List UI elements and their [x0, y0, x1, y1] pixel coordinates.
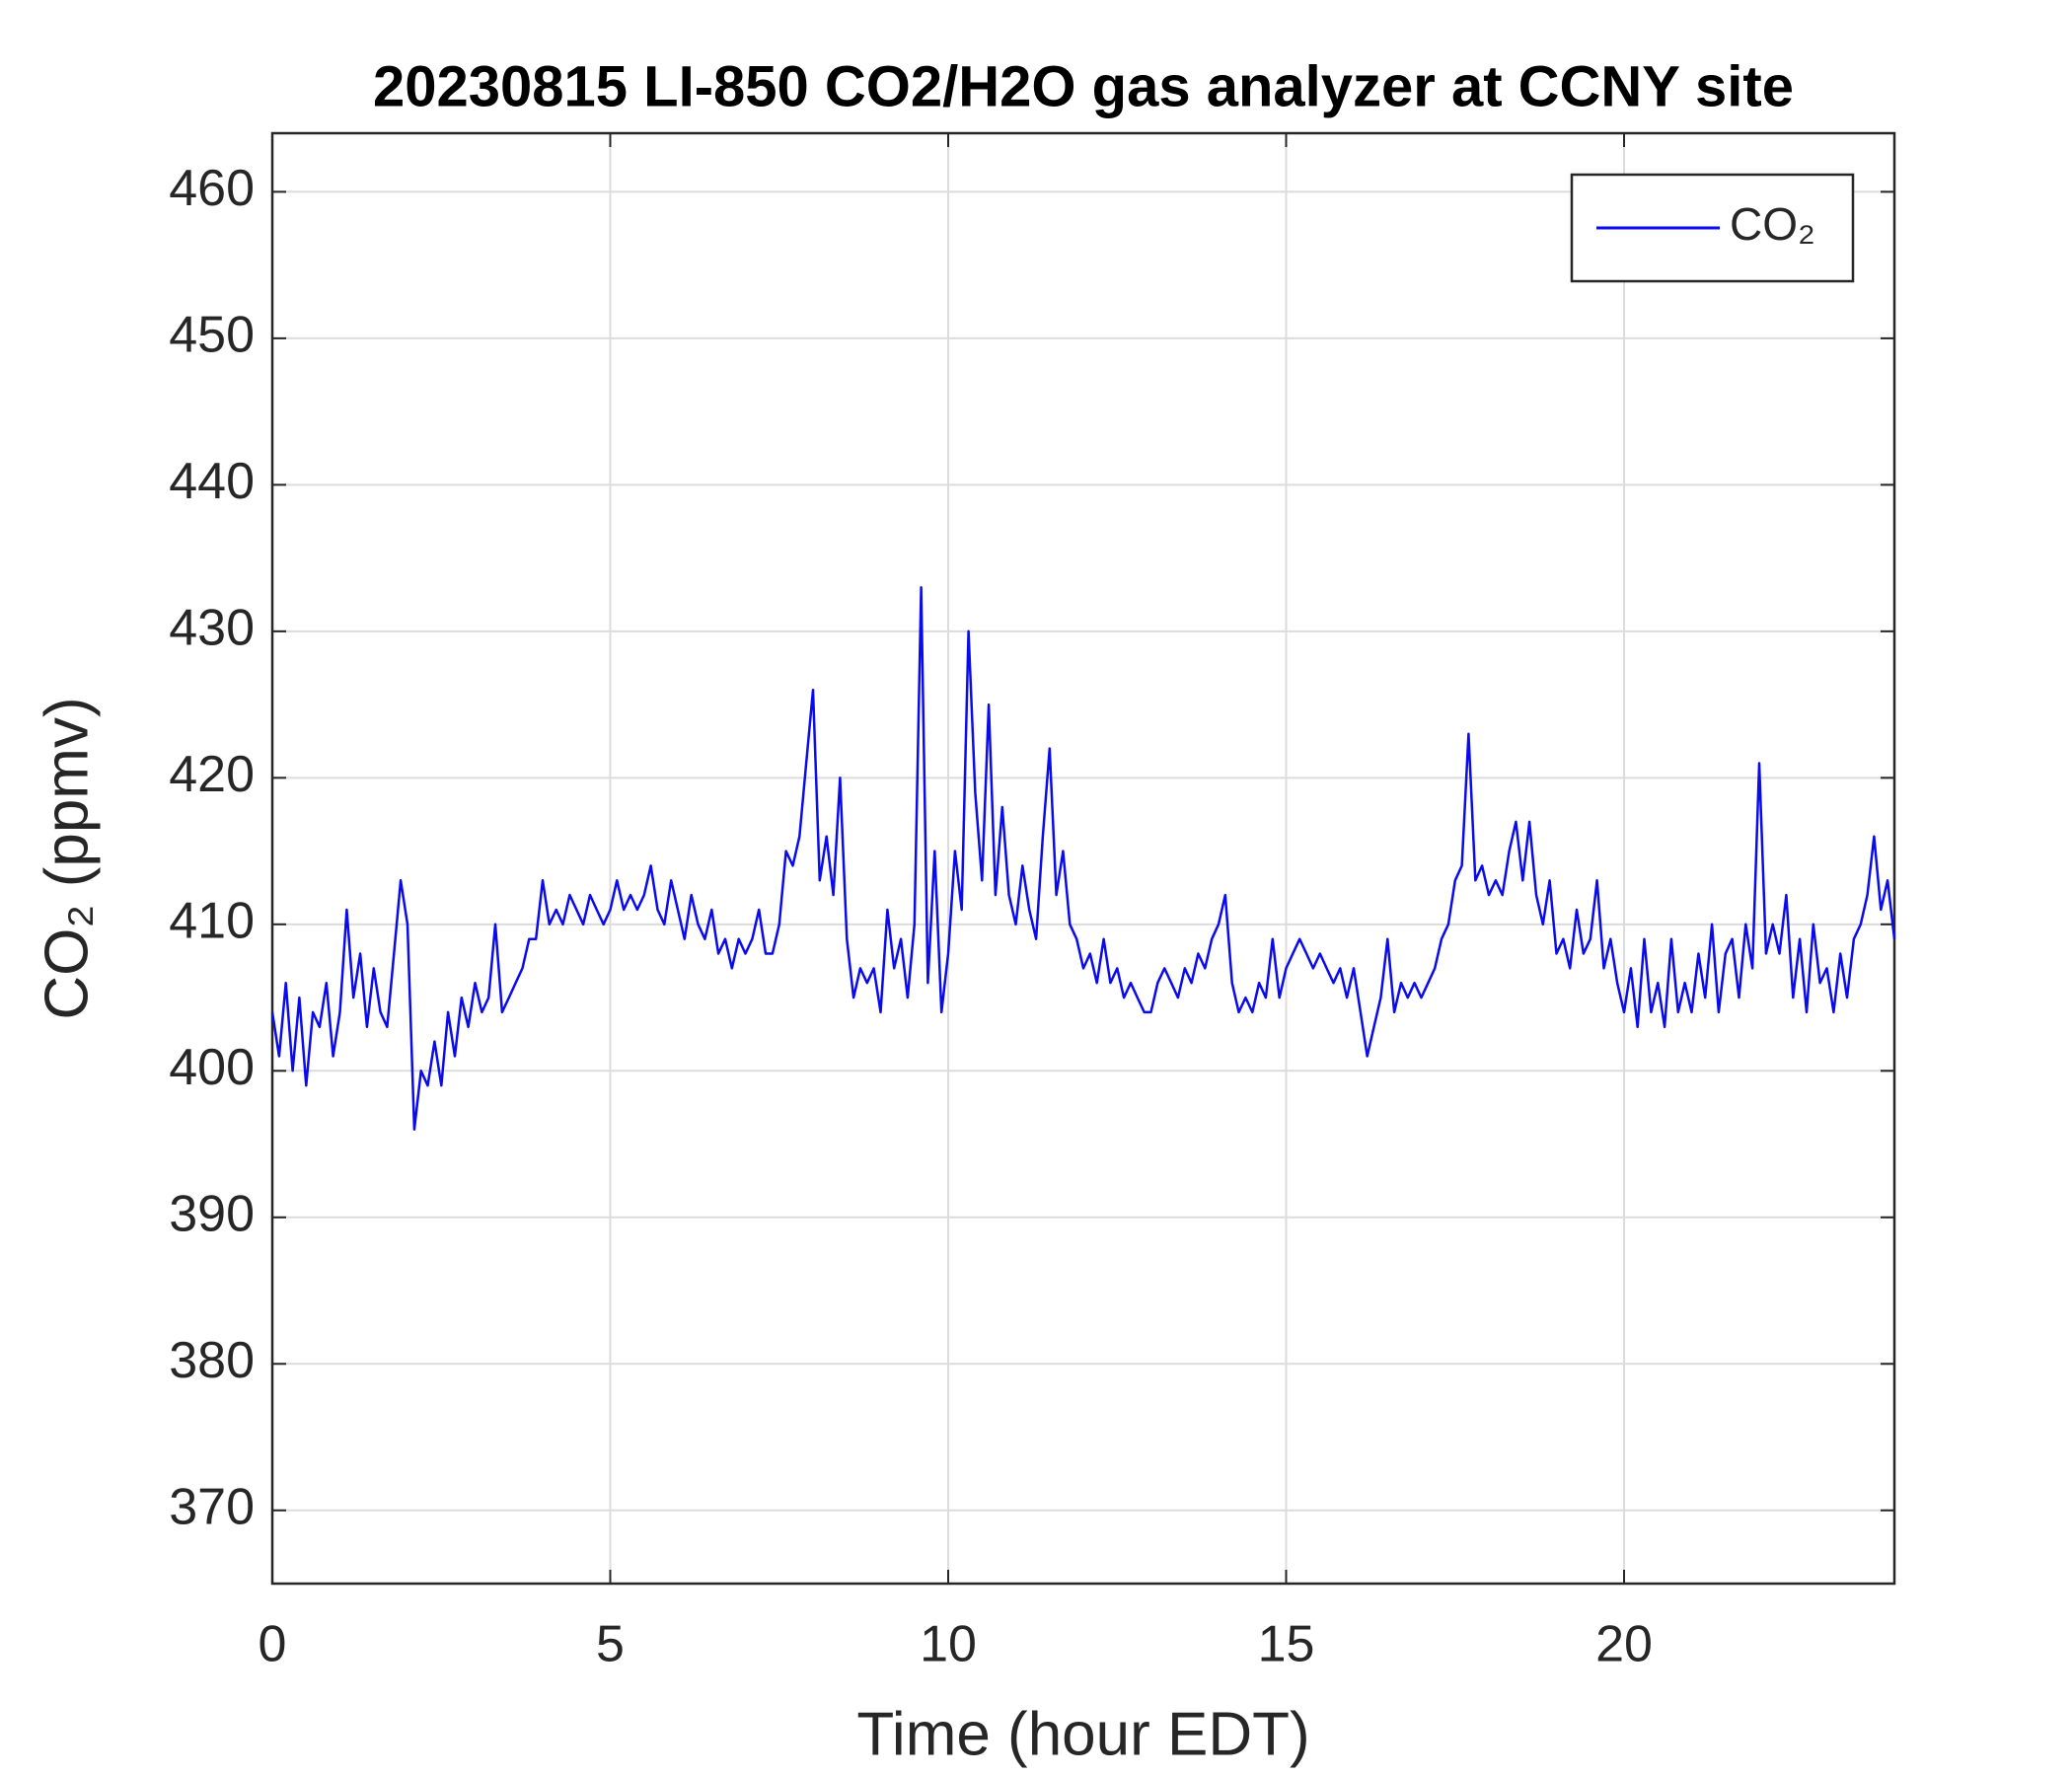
x-tick-label: 0 [259, 1616, 287, 1673]
legend-label: CO₂ [1730, 198, 1815, 250]
data-line [270, 586, 1896, 1131]
y-tick-label: 390 [169, 1186, 255, 1243]
y-tick-label: 400 [169, 1039, 255, 1096]
y-axis-label: CO₂ (ppmv) [33, 697, 101, 1019]
axes-box [270, 131, 1896, 1586]
y-tick-label: 410 [169, 893, 255, 950]
y-tick-label: 380 [169, 1332, 255, 1389]
x-tick-label: 15 [1258, 1616, 1315, 1673]
x-tick-label: 5 [596, 1616, 625, 1673]
y-tick-label: 370 [169, 1478, 255, 1535]
chart-title: 20230815 LI-850 CO2/H2O gas analyzer at … [373, 54, 1794, 118]
x-axis-label: Time (hour EDT) [856, 1700, 1309, 1768]
y-tick-label: 430 [169, 600, 255, 657]
y-tick-label: 440 [169, 453, 255, 510]
x-tick-label: 20 [1595, 1616, 1653, 1673]
y-tick-label: 450 [169, 307, 255, 364]
y-tick-label: 420 [169, 746, 255, 803]
y-tick-label: 460 [169, 160, 255, 217]
x-tick-label: 10 [920, 1616, 977, 1673]
